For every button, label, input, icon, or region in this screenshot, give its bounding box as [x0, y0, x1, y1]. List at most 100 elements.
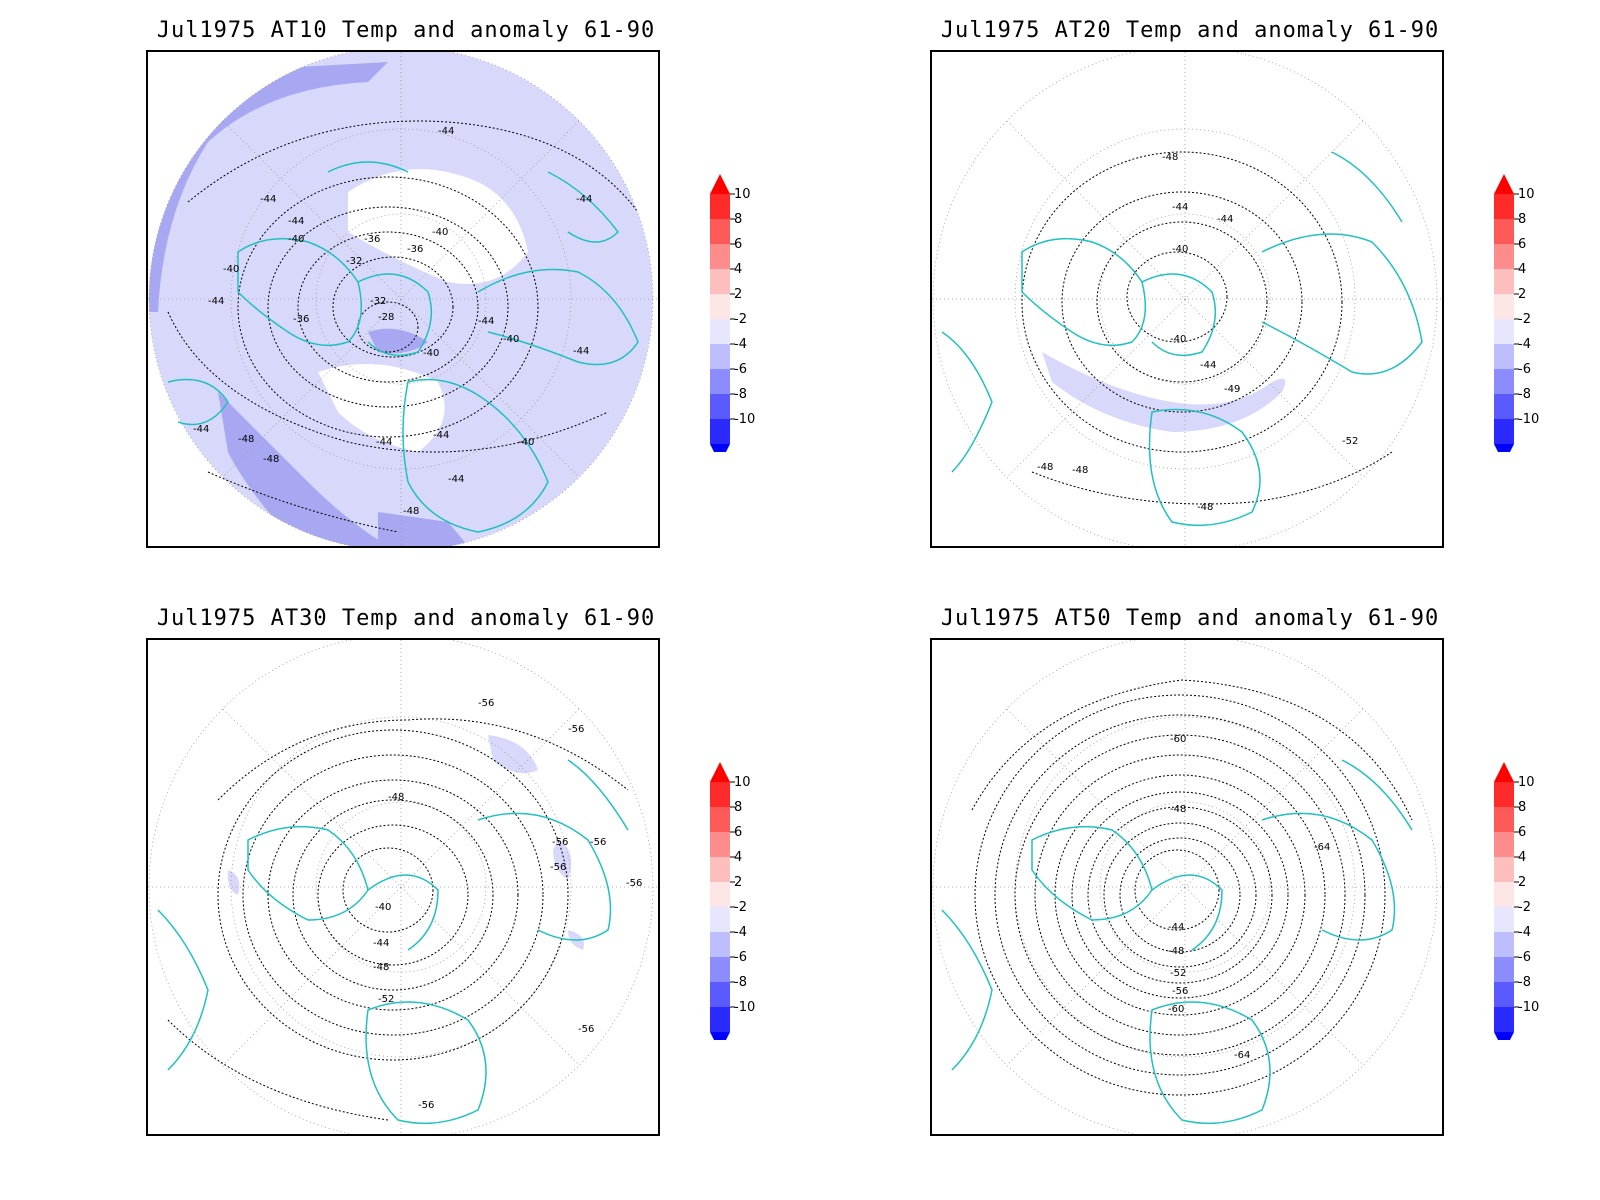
colorbar-segment [710, 394, 730, 419]
temperature-contours [167, 120, 639, 533]
anomaly-fill-weak [1042, 352, 1286, 432]
colorbar-label: -8 [1518, 387, 1531, 402]
anomaly-neutral [348, 169, 528, 284]
contour-label: -48 [1197, 502, 1213, 513]
colorbar-label: -4 [1518, 337, 1531, 352]
contour-label: -28 [378, 312, 394, 323]
contour-label: -44 [208, 296, 224, 307]
colorbar-segment [710, 782, 730, 807]
colorbar-segment [1494, 344, 1514, 369]
lat-lon-grid [932, 52, 1442, 546]
colorbar-label: -10 [734, 412, 755, 427]
colorbar-segment [710, 219, 730, 244]
colorbar-segment [1494, 294, 1514, 319]
contour-label: -48 [1162, 152, 1178, 163]
colorbar-label: 2 [1518, 875, 1526, 890]
contour-label: -49 [1224, 384, 1240, 395]
colorbar-label: 10 [1518, 187, 1535, 202]
colorbar-label: 2 [1518, 287, 1526, 302]
colorbar-label: -4 [1518, 925, 1531, 940]
contour-label: -44 [260, 194, 276, 205]
lat-lon-grid [148, 52, 658, 546]
map-svg: -60 -48 -64 -44 -48 -52 -56 -60 -64 [932, 640, 1442, 1134]
panel-title: Jul1975 AT50 Temp and anomaly 61-90 [940, 606, 1440, 631]
contour-label: -56 [478, 698, 494, 709]
contour-label: -40 [223, 264, 239, 275]
colorbar-segment [710, 269, 730, 294]
contour-label: -44 [573, 346, 589, 357]
colorbar-segment [1494, 319, 1514, 344]
colorbar-label: 6 [734, 237, 742, 252]
colorbar-segment [710, 369, 730, 394]
colorbar-label: 4 [734, 850, 742, 865]
colorbar-label: 4 [1518, 262, 1526, 277]
panel-at10: Jul1975 AT10 Temp and anomaly 61-90 [146, 18, 846, 598]
colorbar-label: 8 [1518, 800, 1526, 815]
colorbar-label: 6 [1518, 825, 1526, 840]
colorbar-segment [710, 907, 730, 932]
anomaly-fill-mid [378, 512, 468, 546]
contour-label: -60 [1170, 734, 1186, 745]
lat-lon-grid [932, 640, 1442, 1134]
colorbar-at30: 10 8 6 4 2 -2 -4 -6 -8 -10 [706, 760, 766, 1052]
colorbar-segment [710, 857, 730, 882]
colorbar-segment [1494, 932, 1514, 957]
colorbar-segment [1494, 1007, 1514, 1032]
colorbar-label: 6 [1518, 237, 1526, 252]
colorbar-segment [710, 832, 730, 857]
colorbar-bottom-arrow [1494, 444, 1514, 464]
contour-label: -32 [346, 256, 362, 267]
colorbar-bottom-arrow [710, 1032, 730, 1052]
contour-labels: -44 -44 -44 -44 -40 -40 -40 -36 -36 -32 … [193, 126, 592, 517]
colorbar-bottom-arrow [1494, 1032, 1514, 1052]
colorbar-top-arrow [1494, 762, 1514, 782]
colorbar-label: 10 [1518, 775, 1535, 790]
colorbar-segment [1494, 807, 1514, 832]
contour-label: -56 [418, 1100, 434, 1111]
colorbar-segment [710, 244, 730, 269]
colorbar-segment [710, 932, 730, 957]
contour-label: -48 [1072, 465, 1088, 476]
contour-label: -44 [373, 938, 389, 949]
contour-label: -40 [375, 902, 391, 913]
colorbar-segment [710, 194, 730, 219]
panel-title: Jul1975 AT30 Temp and anomaly 61-90 [156, 606, 656, 631]
colorbar-segment [1494, 394, 1514, 419]
colorbar-label: -2 [1518, 312, 1531, 327]
colorbar-at20: 10 8 6 4 2 -2 -4 -6 -8 -10 [1490, 172, 1550, 464]
colorbar-svg: 10 8 6 4 2 -2 -4 -6 -8 -10 [1494, 174, 1539, 464]
contour-label: -36 [293, 314, 309, 325]
colorbar-at10: 10 8 6 4 2 -2 -4 -6 -8 -10 [706, 172, 766, 464]
map-svg: -48 -44 -44 -40 -40 -44 -49 -52 -48 -48 … [932, 52, 1442, 546]
contour-label: -52 [1170, 968, 1186, 979]
colorbar-label: -2 [734, 900, 747, 915]
contour-label: -44 [433, 430, 449, 441]
contour-label: -52 [1342, 436, 1358, 447]
colorbar-label: -8 [734, 387, 747, 402]
temperature-contours [167, 718, 629, 1121]
contour-label: -48 [238, 434, 254, 445]
colorbar-bottom-arrow [710, 444, 730, 464]
colorbar-segment [710, 1007, 730, 1032]
contour-label: -44 [1172, 202, 1188, 213]
colorbar-top-arrow [710, 174, 730, 194]
contour-labels: -60 -48 -64 -44 -48 -52 -56 -60 -64 [1168, 734, 1330, 1061]
contour-label: -56 [626, 878, 642, 889]
coastlines [167, 161, 639, 533]
colorbar-segment [710, 982, 730, 1007]
colorbar-label: -4 [734, 925, 747, 940]
contour-label: -56 [1172, 986, 1188, 997]
colorbar-label: -6 [1518, 950, 1531, 965]
contour-label: -60 [1168, 1004, 1184, 1015]
colorbar-label: -8 [734, 975, 747, 990]
panel-at50: Jul1975 AT50 Temp and anomaly 61-90 [930, 606, 1600, 1186]
colorbar-segment [1494, 982, 1514, 1007]
colorbar-segment [710, 419, 730, 444]
polar-map-at50: -60 -48 -64 -44 -48 -52 -56 -60 -64 [930, 638, 1444, 1136]
contour-label: -56 [568, 724, 584, 735]
colorbar-segment [710, 882, 730, 907]
contour-label: -56 [550, 862, 566, 873]
colorbar-segment [710, 807, 730, 832]
polar-map-at10: -44 -44 -44 -44 -40 -40 -40 -36 -36 -32 … [146, 50, 660, 548]
colorbar-label: 10 [734, 775, 751, 790]
